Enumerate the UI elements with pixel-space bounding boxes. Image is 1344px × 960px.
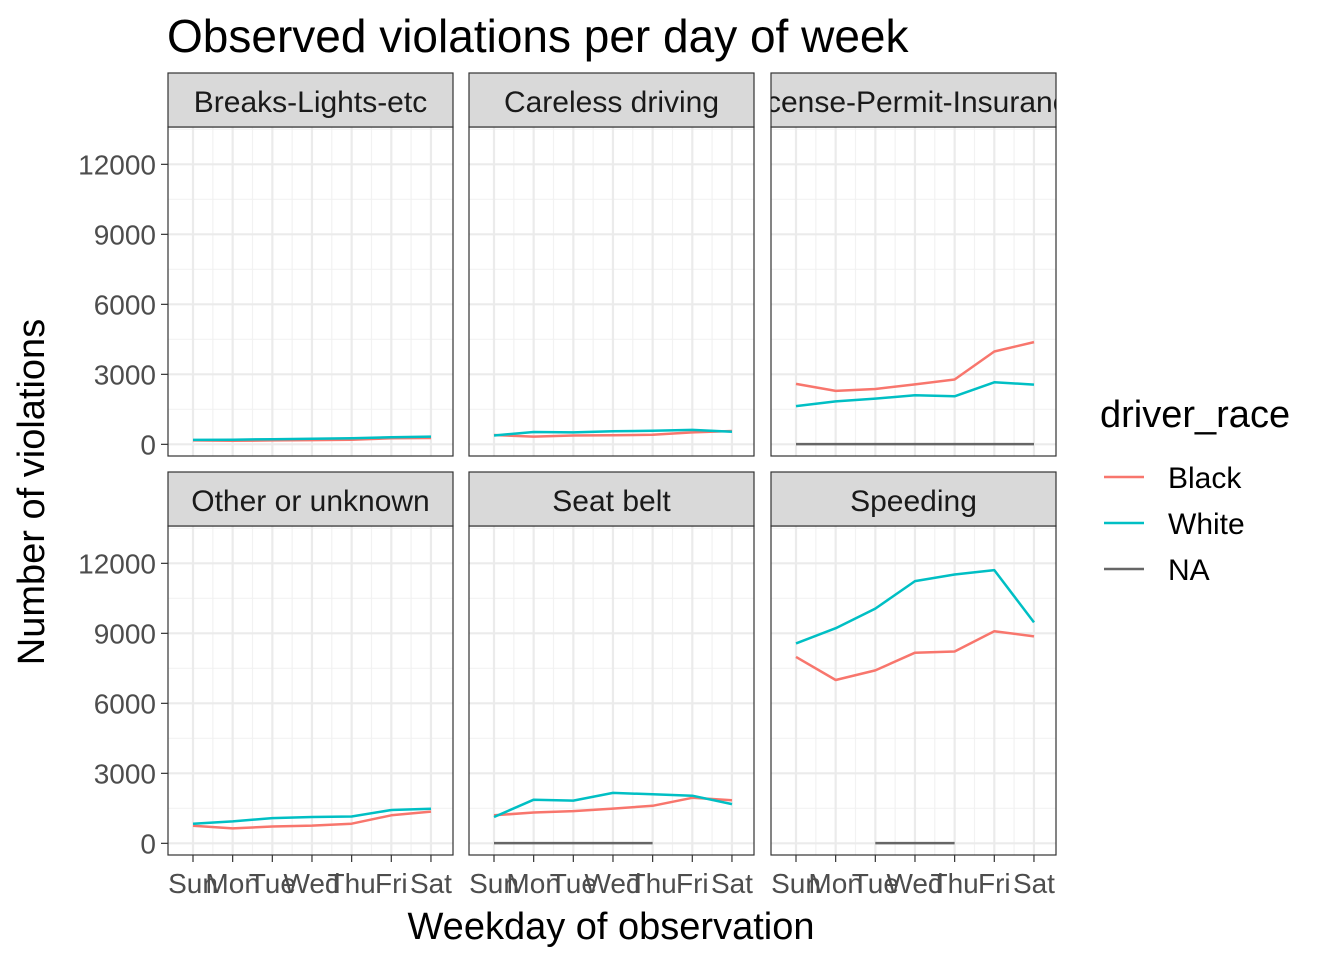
series-group [192,807,432,830]
panel-other-or-unknown: Other or unknown 0 3000 6000 9000 12000 SunMon… [78,471,454,899]
y-tick-label: 12000 [78,149,156,180]
y-tick-label: 0 [140,429,156,460]
panel-background [469,127,754,456]
legend-title: driver_race [1100,394,1290,436]
x-tick-label: Mon [205,868,259,899]
series-line-black [795,629,1035,682]
panel-careless-driving: Careless driving [468,72,755,457]
x-tick-label: Wed [886,868,943,899]
x-axis-title: Weekday of observation [408,906,815,948]
x-tick-label: Fri [375,868,408,899]
legend: driver_race Black White NA [1100,394,1290,587]
x-tick-label: Sun [168,868,218,899]
legend-label-white: White [1168,508,1245,541]
series-group [493,428,733,438]
series-line-white [192,807,432,825]
y-tick-label: 6000 [94,289,156,320]
strip-label: Breaks-Lights-etc [194,86,427,119]
strip-label: License-Permit-Insurance [743,86,1085,119]
series-line-white [795,381,1035,408]
y-tick-label: 0 [140,828,156,859]
series-group [192,435,432,443]
series-line-black [493,429,733,438]
y-tick-label: 3000 [94,758,156,789]
panel-breaks-lights-etc: Breaks-Lights-etc 0 3000 6000 9000 12000 [78,72,454,460]
x-tick-label: Sat [1013,868,1055,899]
chart-title: Observed violations per day of week [167,10,910,62]
y-tick-label: 9000 [94,618,156,649]
panel-background [469,526,754,855]
panel-background [771,526,1056,855]
strip-background [770,471,1057,527]
strip-background [770,72,1057,128]
strip-label: Careless driving [504,86,719,119]
series-group [795,340,1035,446]
x-tick-label: Mon [506,868,560,899]
panel-background [771,127,1056,456]
x-tick-label: Wed [283,868,340,899]
x-tick-label: Thu [629,868,677,899]
series-group [795,568,1035,845]
panel-license-permit-insurance: License-Permit-Insurance [743,72,1085,457]
x-tick-label: Tue [550,868,597,899]
panel-background [168,526,453,855]
x-tick-label: Sun [469,868,519,899]
y-tick-label: 6000 [94,688,156,719]
series-group [493,791,733,845]
strip-background [468,471,755,527]
x-tick-label: Wed [584,868,641,899]
x-tick-label: Thu [931,868,979,899]
strip-background [468,72,755,128]
x-tick-label: Fri [676,868,709,899]
x-tick-label: Tue [249,868,296,899]
strip-label: Seat belt [552,485,671,518]
facet-panels: Breaks-Lights-etc 0 3000 6000 9000 12000 Carel… [78,72,1085,899]
legend-label-black: Black [1168,462,1242,495]
strip-label: Speeding [850,485,977,518]
y-tick-label: 12000 [78,548,156,579]
series-line-white [493,428,733,437]
legend-label-na: NA [1168,554,1210,587]
strip-background [167,72,454,128]
strip-background [167,471,454,527]
x-tick-label: Sat [711,868,753,899]
series-line-black [795,340,1035,393]
series-line-white [795,568,1035,645]
strip-label: Other or unknown [191,485,429,518]
y-tick-label: 3000 [94,359,156,390]
x-tick-label: Thu [328,868,376,899]
x-tick-label: Sun [771,868,821,899]
y-tick-label: 9000 [94,219,156,250]
series-line-white [192,435,432,442]
x-tick-label: Mon [808,868,862,899]
x-tick-label: Fri [978,868,1011,899]
y-axis-title: Number of violations [11,319,53,665]
series-line-black [493,796,733,817]
series-line-black [192,810,432,830]
x-tick-label: Tue [852,868,899,899]
panel-background [168,127,453,456]
series-line-white [493,791,733,819]
x-tick-label: Sat [410,868,452,899]
